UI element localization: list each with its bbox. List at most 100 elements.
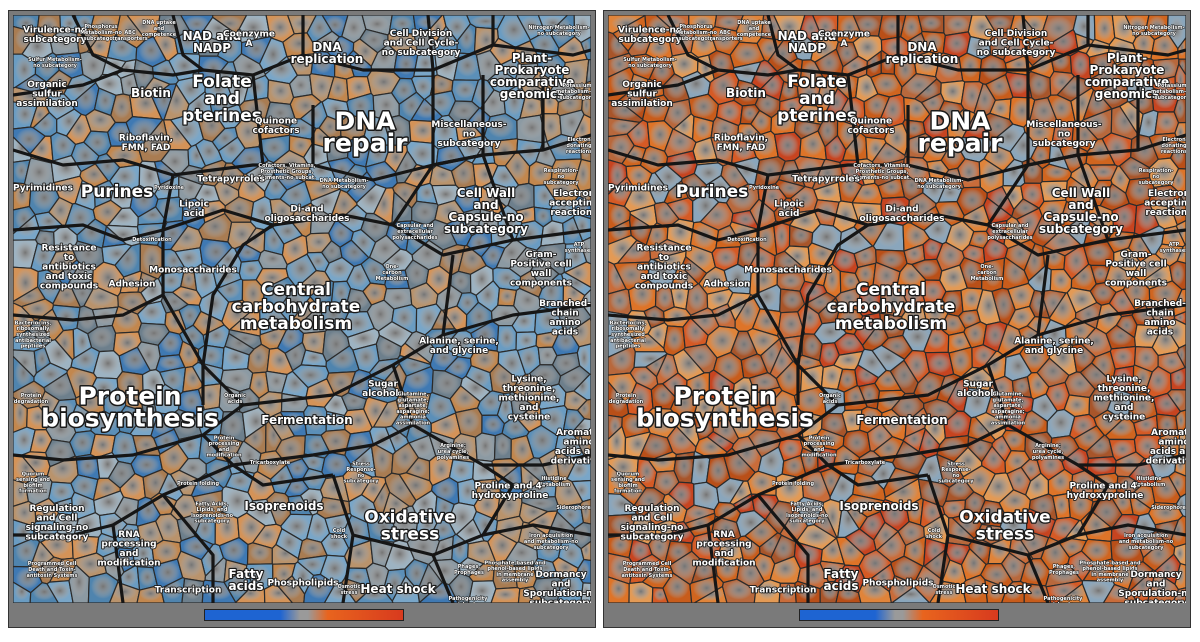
label-line: amino (563, 438, 591, 448)
region-boundary (1077, 463, 1109, 487)
region-boundary (1077, 523, 1186, 537)
label-line: Death and Toxin- (623, 567, 671, 573)
label-cofactors-misc: Cofactors, Vitamins, Prosthetic Groups, Pi… (853, 163, 911, 181)
label-line: RNA (118, 530, 139, 540)
treemap-cell (27, 319, 53, 347)
label-line: and Cell Cycle- (979, 38, 1054, 48)
label-protein-biosynthesis: Protein biosynthesis (636, 382, 814, 433)
label-line: peptides (616, 344, 641, 350)
label-line: modification (206, 453, 242, 459)
label-stress-response: Stress Response-no subcategory (344, 461, 380, 484)
label-line: urea cycle, (1033, 449, 1064, 455)
color-legend-right (799, 609, 999, 621)
label-isoprenoids: Isoprenoids (244, 499, 323, 513)
label-line: carbohydrate (232, 297, 361, 317)
label-line: Metabolism (1133, 482, 1166, 488)
label-sulfur-metabolism: Sulfur Metabolism-no subcategory (28, 57, 82, 69)
label-quinone: Quinone cofactors (252, 117, 299, 137)
region-boundary (431, 554, 455, 603)
label-line: biosynthesis (636, 404, 814, 433)
label-capsular: Capsular and extracellular polysaccharides (987, 223, 1032, 241)
label-line: subcategory (438, 139, 501, 149)
label-glutamine: Glutamine, glutamate, aspartate, asparagine… (991, 392, 1026, 427)
label-line: modification (801, 453, 837, 459)
label-programmed-cell-death: Programmed Cell Death and Toxin-antitoxin… (622, 561, 673, 579)
region-boundary (201, 364, 415, 467)
label-line: no (1058, 129, 1071, 139)
region-boundary (352, 484, 515, 557)
label-line: assimilation (396, 421, 431, 427)
label-fatty-acids-olefins: Fatty Acids, Lipids, and Isoprenoids-no sub… (786, 501, 829, 524)
label-line: Lipids, and (792, 507, 823, 513)
color-legend-left (204, 609, 404, 621)
label-line: acids (1147, 328, 1173, 338)
label-line: antitoxin Systems (622, 573, 673, 579)
label-line: oligosaccharides (860, 214, 945, 224)
label-line: Regulation (29, 504, 84, 514)
label-line: Fermentation (261, 413, 352, 427)
label-quorum: Quorum sensing and biofilm formation (16, 471, 50, 494)
label-line: Cold (928, 528, 941, 534)
label-line: hydroxyproline (472, 491, 549, 501)
region-boundary (71, 15, 124, 72)
label-organic-acids: Organic acids (819, 393, 841, 405)
label-line: Riboflavin, (714, 134, 768, 144)
label-line: Quinone (255, 117, 297, 127)
label-line: glutamate, (993, 397, 1024, 403)
label-line: ribosomally (612, 326, 646, 332)
region-boundary (608, 174, 770, 242)
label-line: Heat shock (955, 582, 1031, 596)
label-line: replication (291, 52, 364, 66)
label-line: Stress (947, 461, 965, 467)
label-line: and toxic (641, 272, 688, 282)
label-line: in membrane (496, 572, 534, 578)
treemap-cell (399, 342, 432, 366)
region-boundaries (608, 15, 1186, 603)
label-line: amino (1158, 438, 1186, 448)
label-line: Protein (78, 382, 181, 411)
label-line: shock (331, 534, 348, 540)
label-line: assimilation (991, 421, 1026, 427)
label-line: One- (980, 264, 993, 270)
label-line: Fatty Acids, (195, 501, 228, 507)
label-regulation: Regulation and Cell signaling-no subcategor… (621, 504, 684, 542)
label-protein-degradation: Protein degradation (14, 393, 49, 405)
label-line: Virulence-no (618, 26, 682, 36)
treemap-cell (563, 261, 591, 288)
label-bacteriocins: Bacteriocins, ribosomally synthesized antib… (15, 320, 52, 349)
label-line: Pathogenicity (1044, 596, 1084, 602)
label-folate: Folate and pterines (182, 72, 262, 126)
label-transcription: Transcription (750, 585, 817, 595)
label-line: RNA (713, 530, 734, 540)
label-line: Programmed Cell (28, 561, 77, 567)
label-line: Monosaccharides (149, 265, 237, 275)
region-boundary (482, 463, 514, 487)
region-boundary (1021, 15, 1030, 71)
label-pyrimidines: Pyrimidines (13, 183, 73, 193)
region-boundary (1086, 15, 1186, 57)
label-line: Protein folding (772, 481, 815, 487)
label-adhesion: Adhesion (109, 279, 156, 289)
region-boundary (766, 15, 799, 72)
label-riboflavin: Riboflavin, FMN, FAD (714, 134, 768, 154)
label-line: Protein (214, 435, 235, 441)
label-quorum: Quorum sensing and biofilm formation (611, 471, 645, 494)
label-line: Proline and 4- (1069, 482, 1140, 492)
label-line: phenol-based lipids (1082, 566, 1137, 572)
label-central-carbohydrate: Central carbohydrate metabolism (827, 280, 956, 334)
label-line: and toxic (46, 272, 93, 282)
label-line: sulfur (32, 89, 62, 99)
label-regulation: Regulation and Cell signaling-no subcategor… (26, 504, 89, 542)
label-line: Lysine, (1106, 374, 1141, 384)
label-line: alcohols (957, 389, 999, 399)
label-lysine: Lysine, threonine, methionine, and cysteine (499, 374, 560, 422)
label-line: subcategory (1129, 545, 1165, 551)
label-line: DNA (907, 40, 937, 54)
label-iron-acquisition: Iron acquisition and metabolism-no subcate… (524, 533, 579, 551)
label-line: Lipids, and (197, 507, 228, 513)
label-line: no (1153, 174, 1161, 180)
label-line: derivatives (1146, 457, 1186, 467)
label-line: chain (1146, 309, 1173, 319)
region-boundary (947, 484, 1110, 557)
label-coenzyme-a: Coenzyme A (818, 30, 870, 49)
